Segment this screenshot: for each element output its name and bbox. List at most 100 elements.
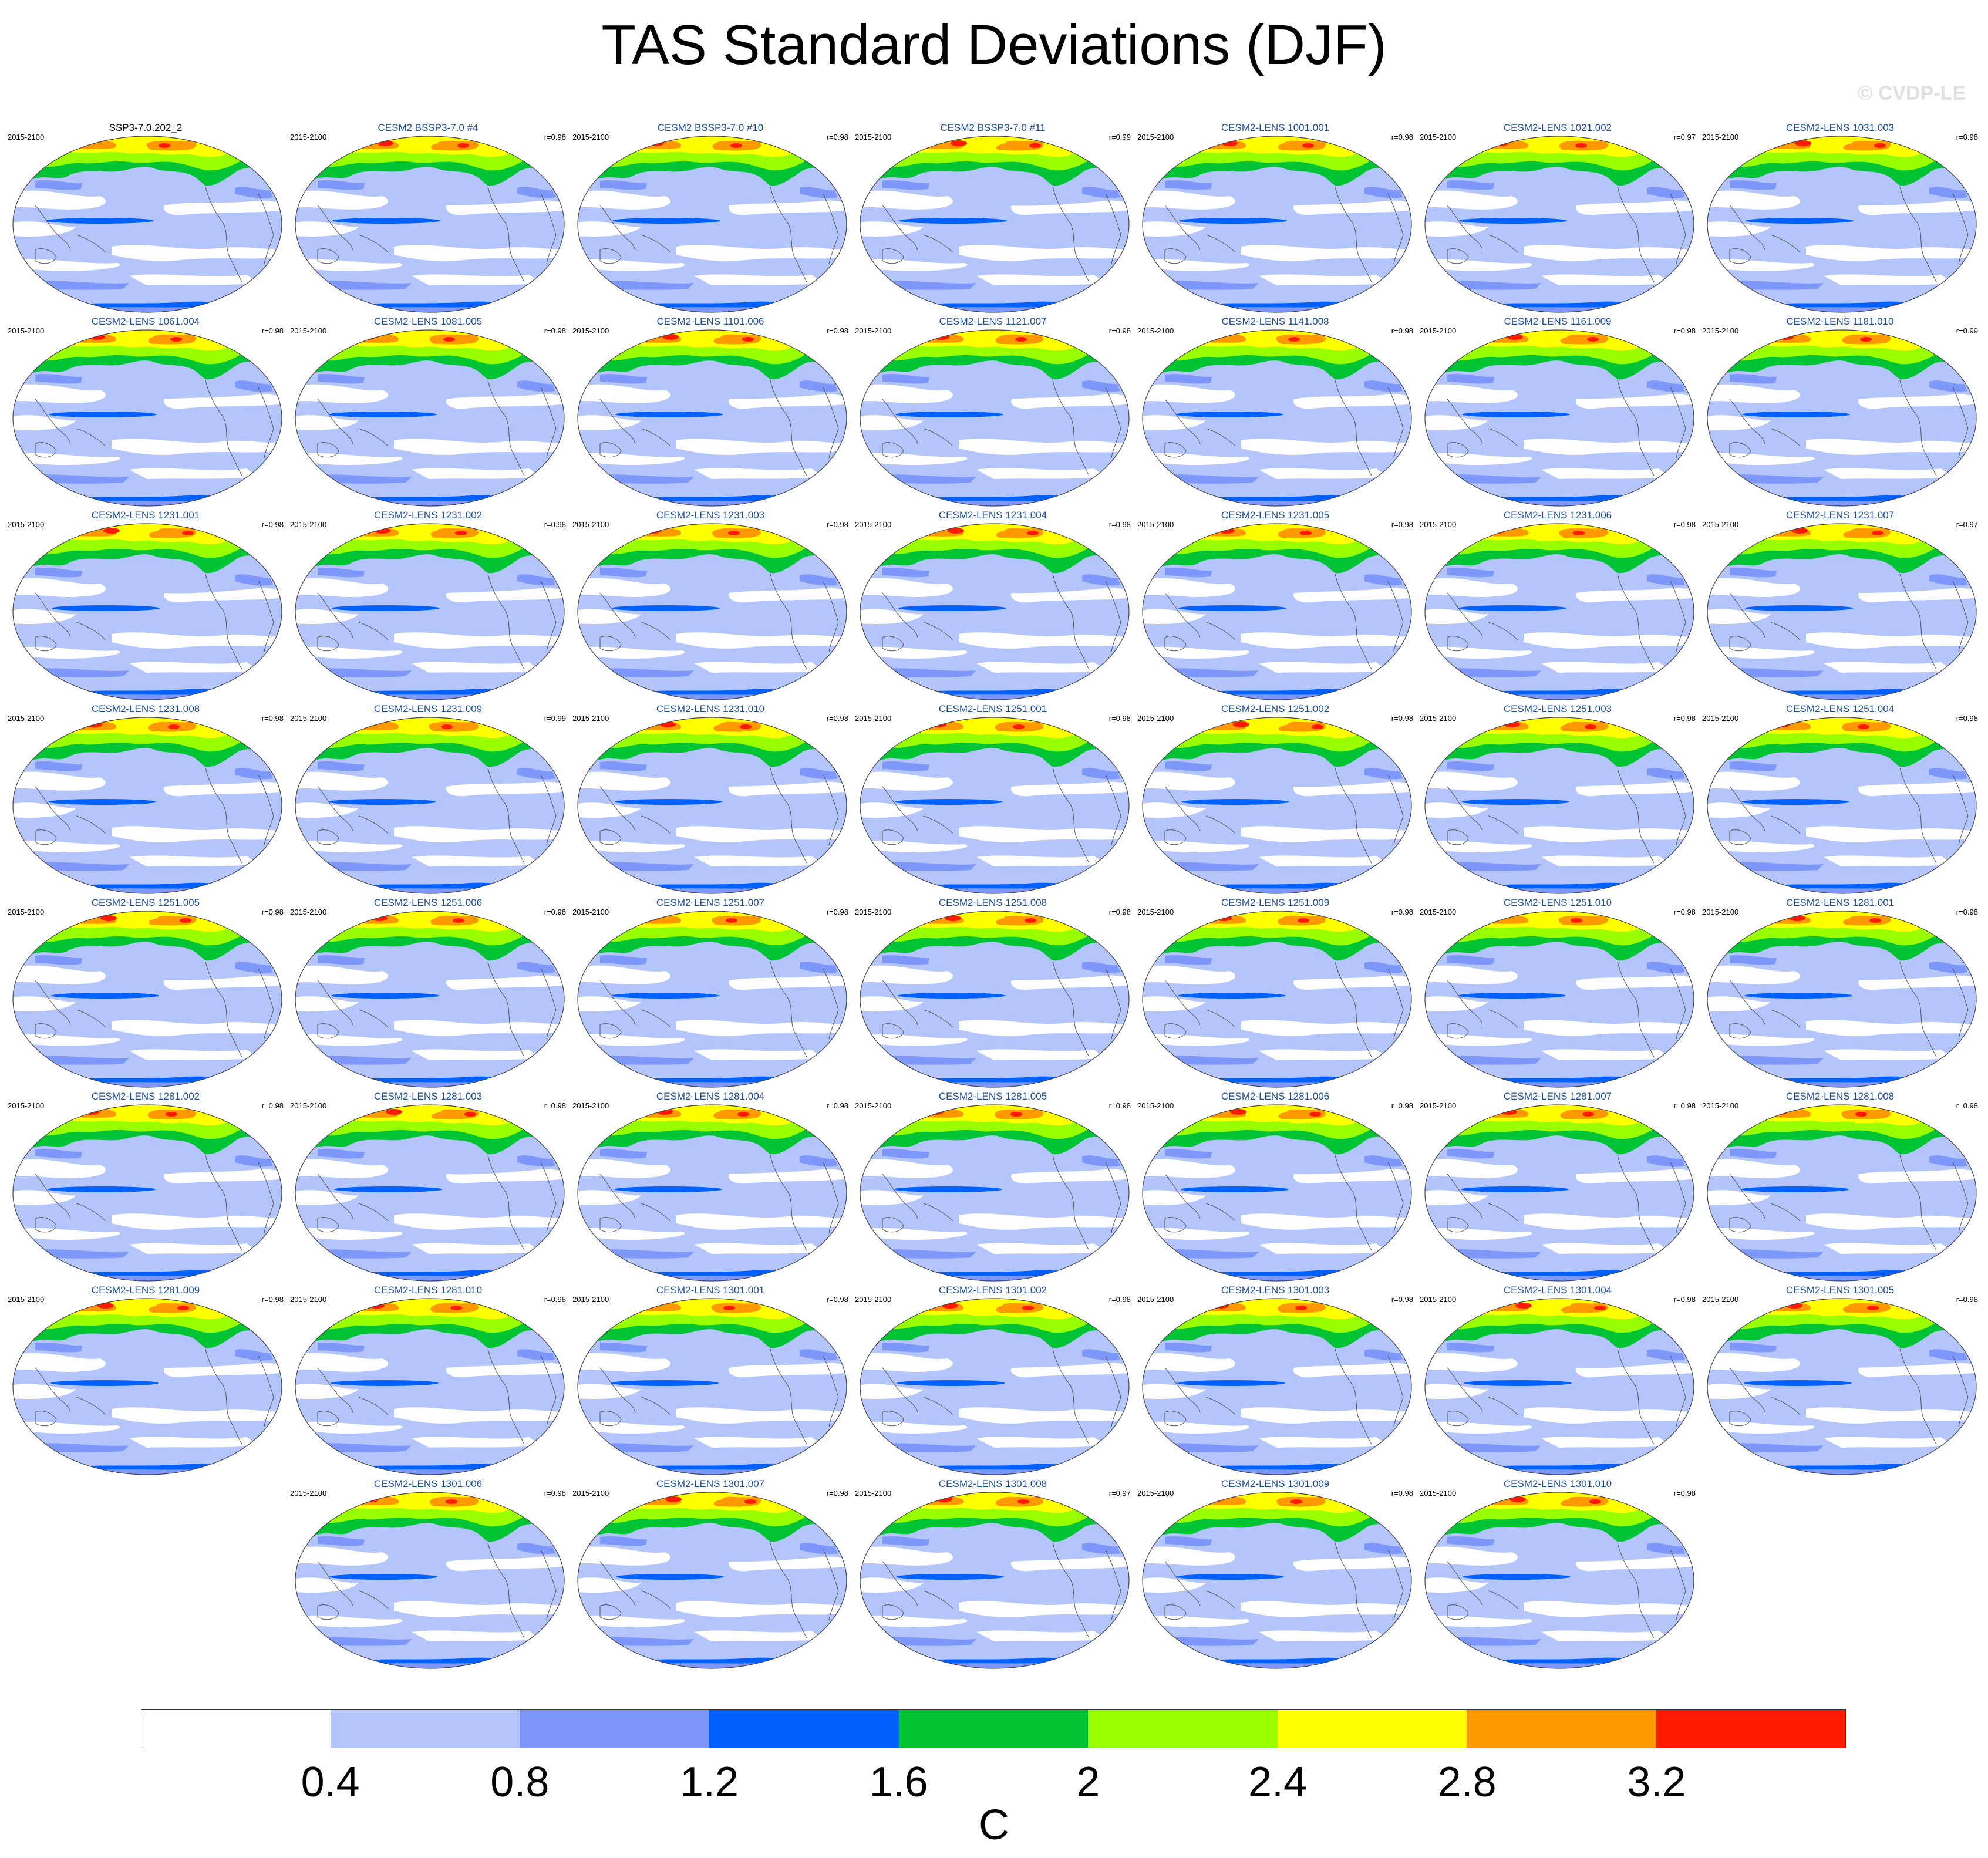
tas-stddev-map: [1707, 329, 1977, 507]
tas-stddev-map: [1142, 1298, 1412, 1475]
panel-pattern-correlation: r=0.98: [1108, 908, 1131, 916]
panel-title: CESM2-LENS 1181.010: [1786, 316, 1894, 327]
map-panel: CESM2-LENS 1101.006 2015-2100 r=0.98: [570, 316, 851, 510]
panel-title: CESM2-LENS 1281.001: [1785, 897, 1895, 908]
tas-stddev-map: [1707, 911, 1977, 1088]
panel-years: 2015-2100: [290, 1101, 327, 1110]
colorbar-tick-label: 1.2: [679, 1759, 739, 1806]
tas-stddev-map: [1424, 523, 1694, 700]
panel-title: CESM2-LENS 1061.004: [91, 316, 200, 327]
panel-pattern-correlation: r=0.98: [1108, 520, 1131, 529]
map-panel: CESM2-LENS 1251.007 2015-2100 r=0.98: [570, 897, 851, 1091]
colorbar: [141, 1709, 1846, 1748]
panel-pattern-correlation: r=0.98: [1391, 326, 1413, 335]
map-panel: CESM2-LENS 1281.008 2015-2100 r=0.98: [1699, 1091, 1981, 1284]
panel-years: 2015-2100: [855, 133, 892, 141]
panel-title: CESM2-LENS 1281.008: [1785, 1091, 1895, 1102]
tas-stddev-map: [1142, 329, 1412, 507]
panel-pattern-correlation: r=0.98: [261, 1295, 284, 1304]
panel-years: 2015-2100: [8, 133, 45, 141]
panel-years: 2015-2100: [8, 520, 45, 529]
panel-pattern-correlation: r=0.99: [1956, 326, 1978, 335]
panel-years: 2015-2100: [1137, 1295, 1174, 1304]
map-panel: CESM2-LENS 1301.002 2015-2100 r=0.98: [852, 1284, 1134, 1478]
panel-years: 2015-2100: [8, 1295, 45, 1304]
panel-title: CESM2-LENS 1251.002: [1221, 703, 1330, 714]
panel-title: CESM2-LENS 1231.006: [1503, 510, 1612, 521]
panel-title: CESM2-LENS 1301.004: [1503, 1284, 1612, 1296]
map-panel: CESM2-LENS 1231.010 2015-2100 r=0.98: [570, 703, 851, 897]
panel-pattern-correlation: r=0.98: [826, 133, 848, 141]
panel-years: 2015-2100: [1420, 520, 1457, 529]
panel-title: CESM2-LENS 1251.001: [938, 703, 1047, 714]
panel-years: 2015-2100: [1702, 520, 1739, 529]
panel-pattern-correlation: r=0.98: [1673, 1101, 1696, 1110]
panel-years: 2015-2100: [1702, 908, 1739, 916]
panel-years: 2015-2100: [8, 908, 45, 916]
panel-title: CESM2-LENS 1251.007: [656, 897, 765, 908]
tas-stddev-map: [295, 136, 565, 313]
colorbar-segment: [331, 1710, 520, 1748]
tas-stddev-map: [1424, 1104, 1694, 1282]
panel-years: 2015-2100: [290, 714, 327, 723]
panel-title: CESM2 BSSP3-7.0 #11: [940, 122, 1046, 133]
colorbar-tick-label: 2: [1076, 1759, 1100, 1806]
map-panel: CESM2-LENS 1301.010 2015-2100 r=0.98: [1417, 1478, 1699, 1672]
panel-years: 2015-2100: [1702, 714, 1739, 723]
panel-pattern-correlation: r=0.98: [261, 520, 284, 529]
panel-pattern-correlation: r=0.98: [826, 908, 848, 916]
tas-stddev-map: [577, 523, 847, 700]
panel-pattern-correlation: r=0.98: [1673, 1489, 1696, 1498]
panel-title: CESM2-LENS 1281.006: [1221, 1091, 1330, 1102]
panel-years: 2015-2100: [855, 1295, 892, 1304]
panel-title: CESM2-LENS 1021.002: [1503, 122, 1612, 133]
panel-pattern-correlation: r=0.98: [1391, 1295, 1413, 1304]
panel-pattern-correlation: r=0.98: [544, 133, 566, 141]
panel-title: CESM2-LENS 1281.009: [91, 1284, 200, 1296]
panel-title: CESM2-LENS 1231.001: [91, 510, 200, 521]
panel-years: 2015-2100: [1137, 714, 1174, 723]
colorbar-tick-label: 1.6: [869, 1759, 928, 1806]
panel-title: CESM2-LENS 1101.006: [656, 316, 764, 327]
map-panel: CESM2 BSSP3-7.0 #4 2015-2100 r=0.98: [287, 122, 569, 316]
tas-stddev-map: [860, 523, 1130, 700]
panel-title: CESM2-LENS 1251.005: [91, 897, 200, 908]
panel-pattern-correlation: r=0.97: [1108, 1489, 1131, 1498]
colorbar-segment: [520, 1710, 710, 1748]
colorbar-tick-label: 3.2: [1627, 1759, 1686, 1806]
panel-years: 2015-2100: [572, 326, 609, 335]
panel-pattern-correlation: r=0.98: [544, 1489, 566, 1498]
panel-pattern-correlation: r=0.98: [261, 1101, 284, 1110]
tas-stddev-map: [1142, 911, 1412, 1088]
panel-pattern-correlation: r=0.98: [1391, 908, 1413, 916]
panel-pattern-correlation: r=0.98: [1673, 520, 1696, 529]
panel-title: CESM2-LENS 1231.003: [656, 510, 765, 521]
map-panel: CESM2-LENS 1301.004 2015-2100 r=0.98: [1417, 1284, 1699, 1478]
panel-title: CESM2-LENS 1121.007: [939, 316, 1047, 327]
panel-title: CESM2-LENS 1281.002: [91, 1091, 200, 1102]
panel-years: 2015-2100: [1420, 714, 1457, 723]
tas-stddev-map: [295, 717, 565, 894]
tas-stddev-map: [12, 136, 282, 313]
panel-years: 2015-2100: [290, 326, 327, 335]
panel-pattern-correlation: r=0.98: [1391, 133, 1413, 141]
map-panel: CESM2-LENS 1251.004 2015-2100 r=0.98: [1699, 703, 1981, 897]
panel-pattern-correlation: r=0.98: [544, 326, 566, 335]
map-panel: CESM2-LENS 1281.004 2015-2100 r=0.98: [570, 1091, 851, 1284]
colorbar-units: C: [979, 1802, 1009, 1849]
panel-years: 2015-2100: [1420, 326, 1457, 335]
panel-pattern-correlation: r=0.98: [261, 908, 284, 916]
panel-pattern-correlation: r=0.98: [1391, 1489, 1413, 1498]
map-panel: CESM2-LENS 1281.005 2015-2100 r=0.98: [852, 1091, 1134, 1284]
panel-pattern-correlation: r=0.98: [1956, 1295, 1978, 1304]
panel-title: CESM2-LENS 1161.009: [1504, 316, 1612, 327]
map-panel: CESM2-LENS 1301.006 2015-2100 r=0.98: [287, 1478, 569, 1672]
map-panel: CESM2-LENS 1301.009 2015-2100 r=0.98: [1134, 1478, 1416, 1672]
map-panel: CESM2-LENS 1161.009 2015-2100 r=0.98: [1417, 316, 1699, 510]
panel-years: 2015-2100: [1702, 1295, 1739, 1304]
panel-years: 2015-2100: [1420, 1295, 1457, 1304]
panel-years: 2015-2100: [572, 520, 609, 529]
map-panel: CESM2-LENS 1301.001 2015-2100 r=0.98: [570, 1284, 851, 1478]
panel-years: 2015-2100: [1702, 326, 1739, 335]
tas-stddev-map: [1142, 1104, 1412, 1282]
